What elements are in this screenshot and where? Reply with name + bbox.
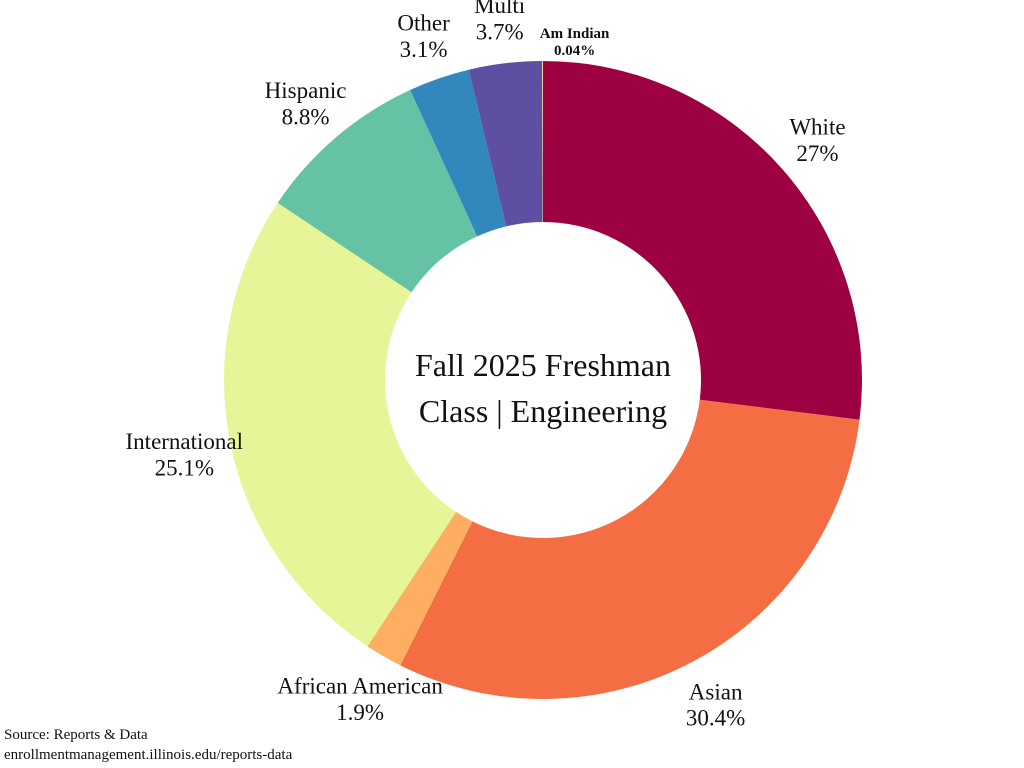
source-line: Source: Reports & Data xyxy=(4,727,148,743)
value-label: 0.04% xyxy=(554,43,595,59)
slice-label: African American xyxy=(277,674,443,699)
slice-label: Other xyxy=(397,11,450,36)
donut-slice xyxy=(367,511,473,666)
value-label: 1.9% xyxy=(336,700,384,725)
value-label: 3.1% xyxy=(400,37,448,62)
source-line: enrollmentmanagement.illinois.edu/report… xyxy=(4,747,293,763)
value-label: 30.4% xyxy=(686,706,745,731)
slice-label: International xyxy=(126,429,244,454)
donut-slice xyxy=(277,89,478,293)
chart-title: Fall 2025 Freshman Class | Engineering xyxy=(415,347,671,429)
slice-label: Hispanic xyxy=(265,78,347,103)
value-label: 8.8% xyxy=(282,104,330,129)
slice-label: White xyxy=(789,114,845,139)
slice-label: Am Indian xyxy=(540,26,610,42)
slice-label: Asian xyxy=(689,679,743,704)
donut-slice xyxy=(468,61,543,227)
donut-slice xyxy=(410,69,507,237)
slice-label: Multi xyxy=(474,0,525,18)
donut-slice xyxy=(542,61,543,223)
donut-slice xyxy=(400,399,860,699)
value-label: 25.1% xyxy=(155,456,214,481)
value-label: 27% xyxy=(796,141,838,166)
donut-slice xyxy=(543,61,862,420)
value-label: 3.7% xyxy=(476,20,524,45)
donut-slice xyxy=(224,202,457,647)
source-note: Source: Reports & Data enrollmentmanagem… xyxy=(4,725,292,765)
